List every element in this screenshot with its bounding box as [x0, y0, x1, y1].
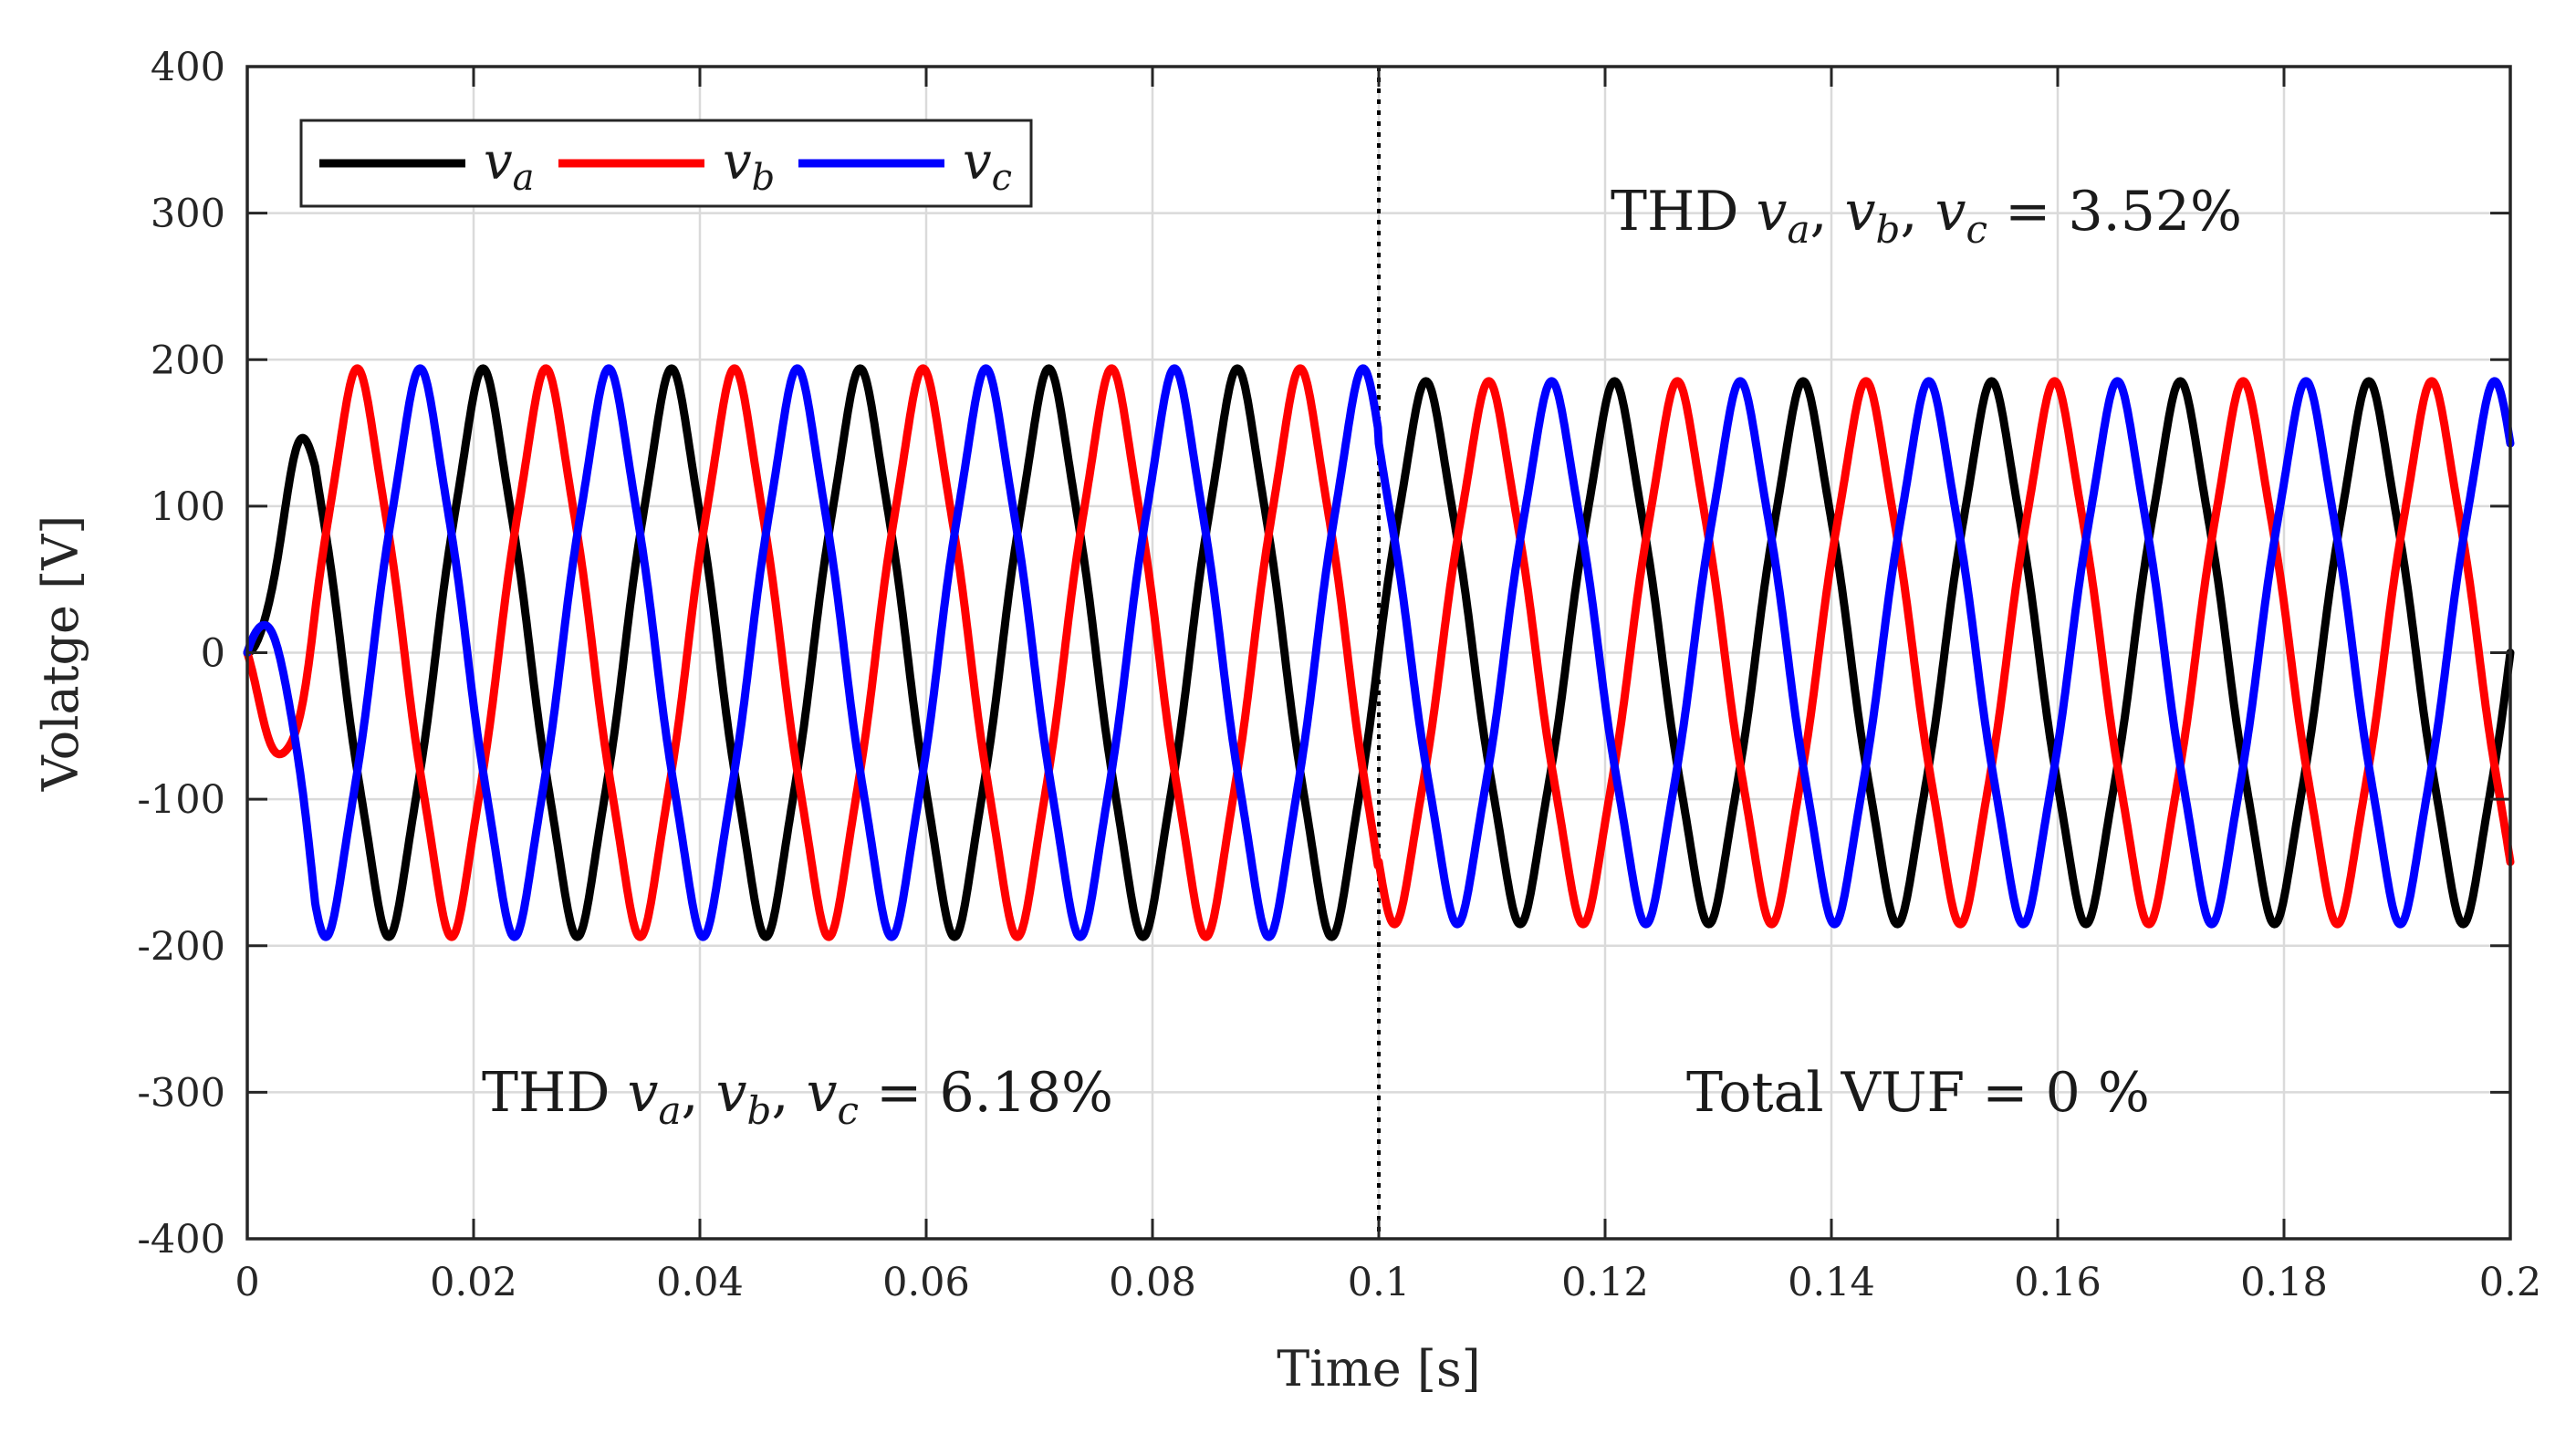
- thd-after-value: = 3.52%: [1987, 180, 2242, 244]
- y-tick-label: 400: [151, 45, 225, 90]
- y-tick-label: 0: [201, 631, 225, 677]
- x-tick-label: 0.06: [882, 1260, 970, 1305]
- thd-before-prefix: THD: [482, 1061, 628, 1125]
- y-tick-label: 100: [151, 484, 225, 530]
- thd-after-prefix: THD: [1611, 180, 1757, 244]
- x-tick-label: 0.02: [430, 1260, 517, 1305]
- y-axis-title: Volatge [V]: [32, 515, 89, 793]
- y-axis-ticks: 400 300 200 100 0 -100 -200 -300 -400: [137, 45, 2510, 1263]
- thd-before-value: = 6.18%: [859, 1061, 1113, 1125]
- x-tick-label: 0: [235, 1260, 259, 1305]
- y-tick-label: 200: [151, 338, 225, 383]
- y-tick-label: -100: [137, 777, 225, 823]
- annotation-thd-before: THD va, vb, vc = 6.18%: [482, 1061, 1113, 1133]
- legend-label-v_a: va: [484, 132, 535, 199]
- annotation-vuf: Total VUF = 0 %: [1686, 1061, 2150, 1125]
- legend-label-v_b: vb: [723, 132, 775, 199]
- x-tick-label: 0.2: [2479, 1260, 2541, 1305]
- x-tick-label: 0.08: [1109, 1260, 1196, 1305]
- series-line-v_c: [243, 364, 2515, 941]
- x-axis-ticks: 0 0.02 0.04 0.06 0.08 0.1 0.12 0.14 0.16 0.18 0.2: [235, 67, 2541, 1305]
- series-line-v_b: [243, 364, 2515, 941]
- x-tick-label: 0.14: [1788, 1260, 1875, 1305]
- x-axis-title: Time [s]: [1277, 1340, 1480, 1398]
- y-tick-label: -300: [137, 1070, 225, 1116]
- legend: va vb vc: [299, 119, 1033, 208]
- series-lines: [243, 364, 2515, 941]
- y-tick-label: -200: [137, 924, 225, 970]
- annotation-thd-after: THD va, vb, vc = 3.52%: [1611, 180, 2242, 252]
- x-tick-label: 0.12: [1561, 1260, 1649, 1305]
- x-tick-label: 0.16: [2014, 1260, 2101, 1305]
- x-tick-label: 0.1: [1348, 1260, 1410, 1305]
- series-line-v_a: [243, 364, 2515, 941]
- x-tick-label: 0.04: [656, 1260, 744, 1305]
- y-tick-label: 300: [151, 192, 225, 237]
- x-tick-label: 0.18: [2240, 1260, 2328, 1305]
- y-tick-label: -400: [137, 1217, 225, 1263]
- legend-label-v_c: vc: [963, 132, 1012, 199]
